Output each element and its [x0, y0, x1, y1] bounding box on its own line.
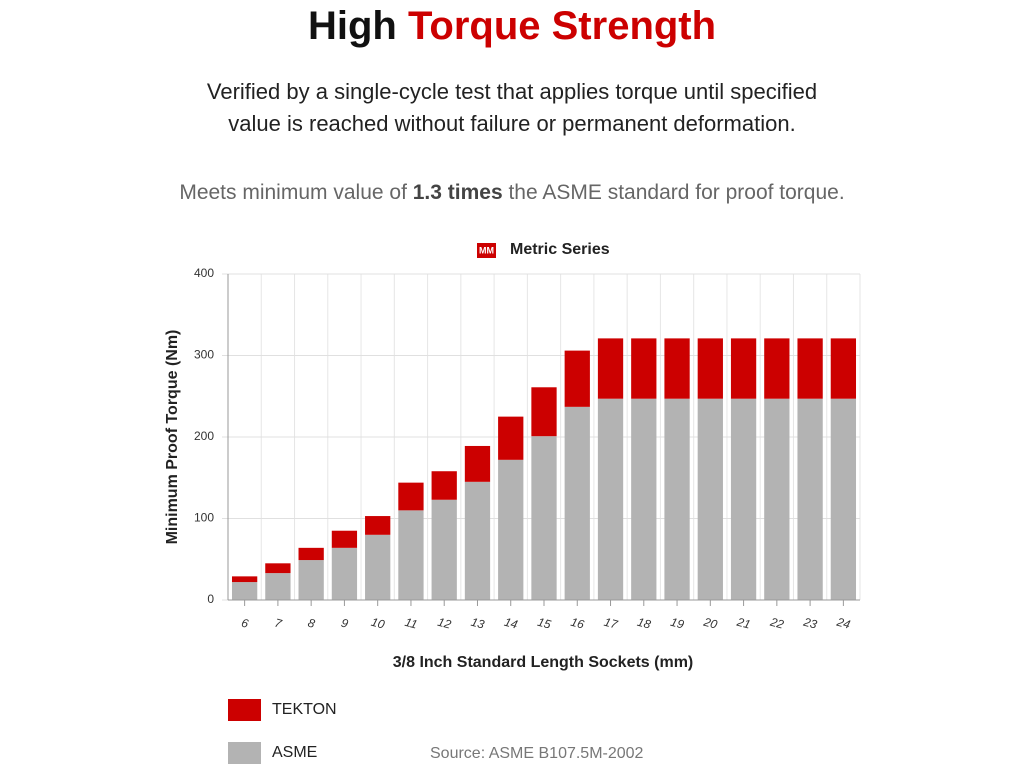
x-tick-label: 15 — [536, 615, 553, 632]
bar-segment — [331, 530, 358, 548]
bar-segment — [498, 459, 524, 600]
bar-segment — [298, 560, 324, 600]
bar-segment — [597, 398, 624, 600]
bar-segment — [531, 387, 557, 437]
bar-segment — [764, 398, 790, 600]
y-tick-label: 0 — [207, 592, 214, 606]
bar-segment — [231, 576, 258, 583]
bar-segment — [464, 445, 491, 482]
bar-segment — [398, 510, 424, 600]
x-tick-label: 6 — [240, 616, 250, 631]
bar-segment — [730, 338, 757, 399]
x-tick-label: 17 — [602, 615, 620, 632]
bar-segment — [464, 481, 491, 600]
bar-segment — [231, 582, 258, 600]
bar-segment — [564, 406, 590, 600]
bar-segment — [631, 398, 657, 600]
bar-segment — [331, 547, 358, 600]
x-tick-label: 21 — [735, 614, 752, 631]
x-tick-label: 11 — [403, 615, 419, 632]
y-tick-label: 100 — [194, 511, 214, 525]
bar-segment — [697, 338, 723, 399]
x-tick-label: 16 — [569, 615, 586, 632]
bar-segment — [365, 516, 391, 535]
bar-segment — [730, 398, 757, 600]
legend-badge: MM — [479, 245, 494, 255]
note: Meets minimum value of 1.3 times the ASM… — [179, 181, 844, 204]
x-tick-label: 23 — [801, 614, 819, 631]
legend-title: Metric Series — [510, 241, 610, 258]
y-axis-label: Minimum Proof Torque (Nm) — [164, 330, 181, 545]
bar-segment — [531, 436, 557, 600]
page-title: High Torque Strength — [308, 4, 716, 48]
y-tick-label: 200 — [194, 429, 214, 443]
note-part: the ASME standard for proof torque. — [503, 181, 845, 204]
bar-segment — [830, 398, 857, 600]
bar-segment — [797, 398, 823, 600]
bar-segment — [265, 573, 291, 600]
x-tick-label: 13 — [469, 615, 486, 632]
title-accent: Torque Strength — [408, 4, 716, 48]
bar-segment — [830, 338, 857, 399]
x-tick-label: 19 — [669, 615, 686, 632]
note-part: Meets minimum value of — [179, 181, 412, 204]
bar-segment — [298, 547, 324, 561]
x-axis-label: 3/8 Inch Standard Length Sockets (mm) — [393, 654, 694, 671]
bar-segment — [797, 338, 823, 399]
subtitle: value is reached without failure or perm… — [228, 111, 795, 136]
bar-segment — [431, 471, 457, 500]
bar-segment — [265, 563, 291, 574]
x-tick-label: 18 — [636, 615, 653, 632]
legend-swatch — [228, 742, 261, 764]
note-emphasis: 1.3 times — [413, 181, 503, 204]
subtitle: Verified by a single-cycle test that app… — [207, 79, 817, 104]
x-tick-label: 8 — [306, 616, 316, 631]
x-tick-label: 7 — [273, 616, 284, 632]
bar-segment — [431, 499, 457, 600]
bar-segment — [697, 398, 723, 600]
legend-label: ASME — [272, 744, 317, 761]
bar-segment — [597, 338, 624, 399]
x-tick-label: 10 — [370, 615, 387, 632]
y-tick-label: 400 — [194, 266, 214, 280]
bar-segment — [664, 398, 690, 600]
bar-segment — [365, 534, 391, 600]
title-lead: High — [308, 4, 397, 48]
source: Source: ASME B107.5M-2002 — [430, 745, 644, 762]
bar-segment — [631, 338, 657, 399]
x-tick-label: 22 — [768, 614, 786, 631]
legend-badge-box — [477, 243, 496, 258]
bar-segment — [664, 338, 690, 399]
bar-segment — [764, 338, 790, 399]
x-tick-label: 24 — [834, 614, 852, 631]
x-tick-label: 14 — [503, 615, 520, 632]
bar-segment — [564, 350, 590, 407]
bar-segment — [498, 416, 524, 460]
x-tick-label: 9 — [340, 616, 350, 631]
legend-label: TEKTON — [272, 701, 337, 718]
y-tick-label: 300 — [194, 348, 214, 362]
bar-segment — [398, 482, 424, 511]
legend-swatch — [228, 699, 261, 721]
x-tick-label: 20 — [701, 614, 719, 631]
x-tick-label: 12 — [436, 615, 453, 632]
